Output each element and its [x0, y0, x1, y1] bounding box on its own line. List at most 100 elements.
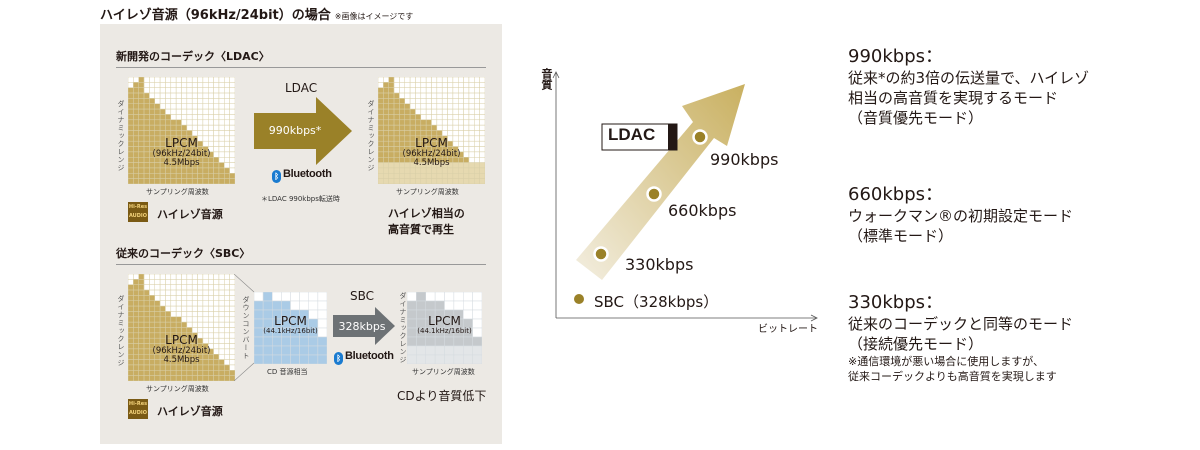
grid-cell — [149, 295, 155, 301]
grid-cell — [181, 300, 188, 307]
caption-line: ハイレゾ相当の — [388, 207, 465, 220]
grid-cell — [202, 289, 209, 296]
grid-cell — [202, 375, 209, 381]
grid-cell — [468, 167, 475, 174]
grid-cell — [404, 82, 411, 88]
grid-name: LPCM — [415, 136, 448, 150]
grid-cell — [175, 279, 182, 285]
grid-cell — [463, 92, 470, 99]
grid-cell — [224, 114, 230, 121]
grid-cell — [197, 327, 204, 334]
grid-cell — [425, 119, 432, 126]
grid-cell — [224, 103, 230, 110]
hires-source-grid — [128, 77, 235, 184]
grid-cell — [208, 321, 214, 328]
grid-cell — [463, 119, 470, 126]
grid-cell — [186, 300, 193, 307]
grid-cell — [159, 316, 166, 323]
grid-cell — [213, 279, 220, 285]
grid-cell — [149, 173, 155, 179]
grid-cell — [444, 345, 455, 356]
grid-cell — [186, 87, 193, 94]
grid-cell — [388, 167, 395, 174]
bluetooth-text: Bluetooth — [345, 350, 394, 362]
quality-chart — [552, 71, 818, 322]
grid-cell — [218, 316, 225, 323]
mode-note: 従来コーデックよりも高音質を実現します — [848, 370, 1057, 383]
grid-cell — [409, 82, 416, 88]
grid-cell — [170, 82, 177, 88]
grid-cell — [197, 178, 204, 184]
grid-cell — [181, 284, 188, 291]
grid-cell — [447, 77, 454, 83]
grid-cell — [197, 119, 204, 126]
grid-cell — [208, 289, 214, 296]
grid-cell — [415, 77, 422, 83]
grid-cell — [143, 167, 150, 174]
grid-cell — [186, 92, 193, 99]
grid-cell — [208, 295, 214, 301]
grid-cell — [133, 82, 139, 88]
grid-cell — [409, 108, 416, 115]
grid-cell — [197, 98, 204, 104]
grid-cell — [181, 173, 188, 179]
grid-cell — [404, 98, 411, 104]
grid-cell — [436, 77, 443, 83]
grid-cell — [447, 119, 454, 126]
grid-cell — [138, 173, 145, 179]
grid-cell — [154, 274, 161, 280]
sbc-result-caption: CDより音質低下 — [397, 389, 487, 403]
grid-cell — [262, 345, 273, 356]
grid-cell — [133, 321, 139, 328]
grid-cell — [378, 119, 384, 126]
grid-cell — [133, 279, 139, 285]
grid-cell — [218, 274, 225, 280]
grid-cell — [186, 108, 193, 115]
grid-cell — [224, 87, 230, 94]
grid-cell — [186, 173, 193, 179]
grid-cell — [143, 284, 150, 291]
grid-cell — [133, 178, 139, 184]
grid-cell — [463, 345, 473, 356]
grid-cell — [213, 114, 220, 121]
grid-cell — [383, 124, 389, 131]
grid-cell — [191, 119, 198, 126]
grid-cell — [452, 130, 459, 137]
grid-cell — [154, 173, 161, 179]
grid-cell — [463, 103, 470, 110]
grid-cell — [191, 289, 198, 296]
grid-cell — [458, 87, 464, 94]
grid-cell — [191, 295, 198, 301]
grid-cell — [399, 92, 405, 99]
grid-cell — [128, 284, 134, 291]
grid-cell — [202, 119, 209, 126]
grid-cell — [143, 295, 150, 301]
grid-cell — [415, 98, 422, 104]
grid-cell — [458, 98, 464, 104]
grid-cell — [133, 295, 139, 301]
grid-cell — [378, 167, 384, 174]
sbc-heading: 従来のコーデック〈SBC〉 — [116, 247, 251, 260]
grid-cell — [399, 114, 405, 121]
grid-rate: 4.5Mbps — [163, 354, 200, 365]
grid-cell — [213, 130, 220, 137]
grid-cell — [165, 316, 172, 323]
grid-cell — [452, 98, 459, 104]
grid-cell — [463, 130, 470, 137]
grid-cell — [218, 130, 225, 137]
grid-cell — [383, 173, 389, 179]
grid-cell — [409, 98, 416, 104]
grid-cell — [159, 279, 166, 285]
grid-cell — [149, 311, 155, 318]
grid-cell — [175, 300, 182, 307]
grid-cell — [143, 316, 150, 323]
grid-cell — [128, 370, 134, 376]
grid-cell — [453, 354, 464, 364]
grid-cell — [202, 311, 209, 318]
grid-cell — [229, 119, 235, 126]
grid-cell — [159, 284, 166, 291]
grid-cell — [383, 167, 389, 174]
grid-cell — [218, 98, 225, 104]
grid-cell — [415, 92, 422, 99]
grid-cell — [165, 98, 172, 104]
